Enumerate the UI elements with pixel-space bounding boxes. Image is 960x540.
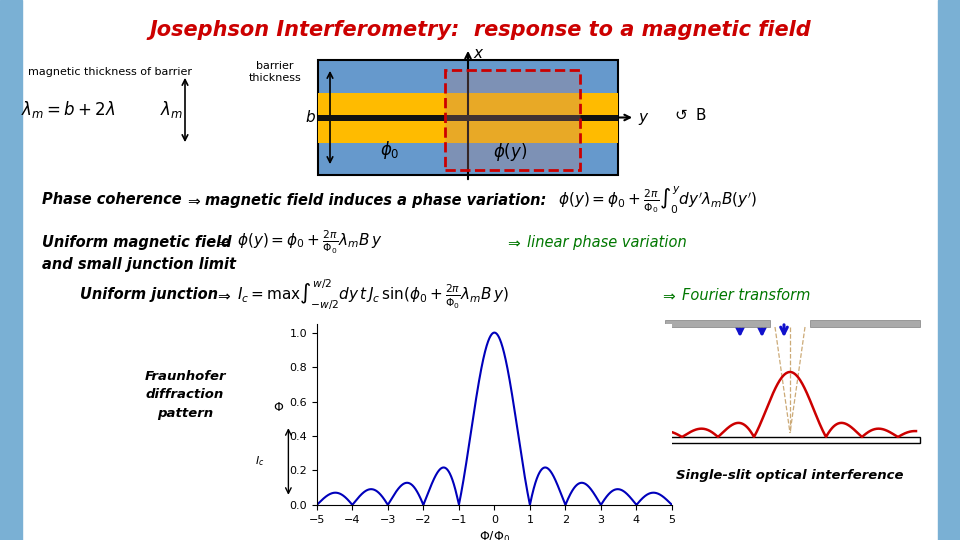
Text: Fourier transform: Fourier transform (682, 287, 810, 302)
Text: x: x (473, 46, 482, 61)
Bar (938, 0, 960, 540)
Bar (318, 120, 618, 143)
Text: $\phi(y)$: $\phi(y)$ (492, 141, 527, 163)
Text: $\phi(y) = \phi_0 + \frac{2\pi}{\Phi_0}\lambda_m B\,y$: $\phi(y) = \phi_0 + \frac{2\pi}{\Phi_0}\… (237, 228, 382, 256)
Text: barrier
thickness: barrier thickness (249, 61, 301, 83)
Text: $\phi(y) = \phi_0 + \frac{2\pi}{\Phi_0}\int_0^y dy^\prime \lambda_m B(y^\prime)$: $\phi(y) = \phi_0 + \frac{2\pi}{\Phi_0}\… (558, 184, 757, 215)
Text: linear phase variation: linear phase variation (527, 234, 686, 249)
Text: magnetic thickness of barrier: magnetic thickness of barrier (28, 67, 192, 77)
Text: $\Rightarrow$: $\Rightarrow$ (185, 192, 202, 207)
Y-axis label: $\Phi$: $\Phi$ (273, 401, 284, 415)
Text: $\Rightarrow$: $\Rightarrow$ (660, 287, 677, 302)
Text: Uniform junction: Uniform junction (80, 287, 218, 302)
Text: $\Rightarrow$: $\Rightarrow$ (215, 234, 232, 249)
Text: magnetic field induces a phase variation:: magnetic field induces a phase variation… (205, 192, 546, 207)
Text: $\circlearrowleft$ B: $\circlearrowleft$ B (672, 107, 707, 124)
Text: Josephson Interferometry:  response to a magnetic field: Josephson Interferometry: response to a … (149, 20, 811, 40)
Bar (665, 437, 920, 443)
Bar (810, 320, 920, 327)
Text: and small junction limit: and small junction limit (42, 258, 236, 273)
Text: y: y (638, 110, 647, 125)
Text: Uniform magnetic field: Uniform magnetic field (42, 234, 231, 249)
Bar (318, 114, 618, 120)
Text: $\lambda_m = b +2\lambda$: $\lambda_m = b +2\lambda$ (21, 99, 115, 120)
Text: $\Rightarrow$: $\Rightarrow$ (505, 234, 522, 249)
Bar (318, 60, 618, 175)
Text: b: b (305, 110, 315, 125)
X-axis label: $\Phi/\Phi_0$: $\Phi/\Phi_0$ (479, 530, 510, 540)
Text: Phase coherence: Phase coherence (42, 192, 181, 207)
Text: Single-slit optical interference: Single-slit optical interference (676, 469, 903, 482)
Bar (445, 70, 580, 170)
Text: Fraunhofer
diffraction
pattern: Fraunhofer diffraction pattern (144, 369, 226, 421)
Bar (665, 320, 770, 327)
Bar (0, 0, 22, 540)
Text: $\phi_0$: $\phi_0$ (380, 139, 399, 161)
Bar (318, 92, 618, 114)
Text: $I_c$: $I_c$ (255, 455, 265, 468)
Text: $\lambda_m$: $\lambda_m$ (160, 99, 183, 120)
Text: $\Rightarrow$: $\Rightarrow$ (215, 287, 232, 302)
Text: $I_c = \max\int_{-w/2}^{w/2} dy\,t\,J_c\,\sin(\phi_0 + \frac{2\pi}{\Phi_0}\lambd: $I_c = \max\int_{-w/2}^{w/2} dy\,t\,J_c\… (237, 278, 509, 312)
